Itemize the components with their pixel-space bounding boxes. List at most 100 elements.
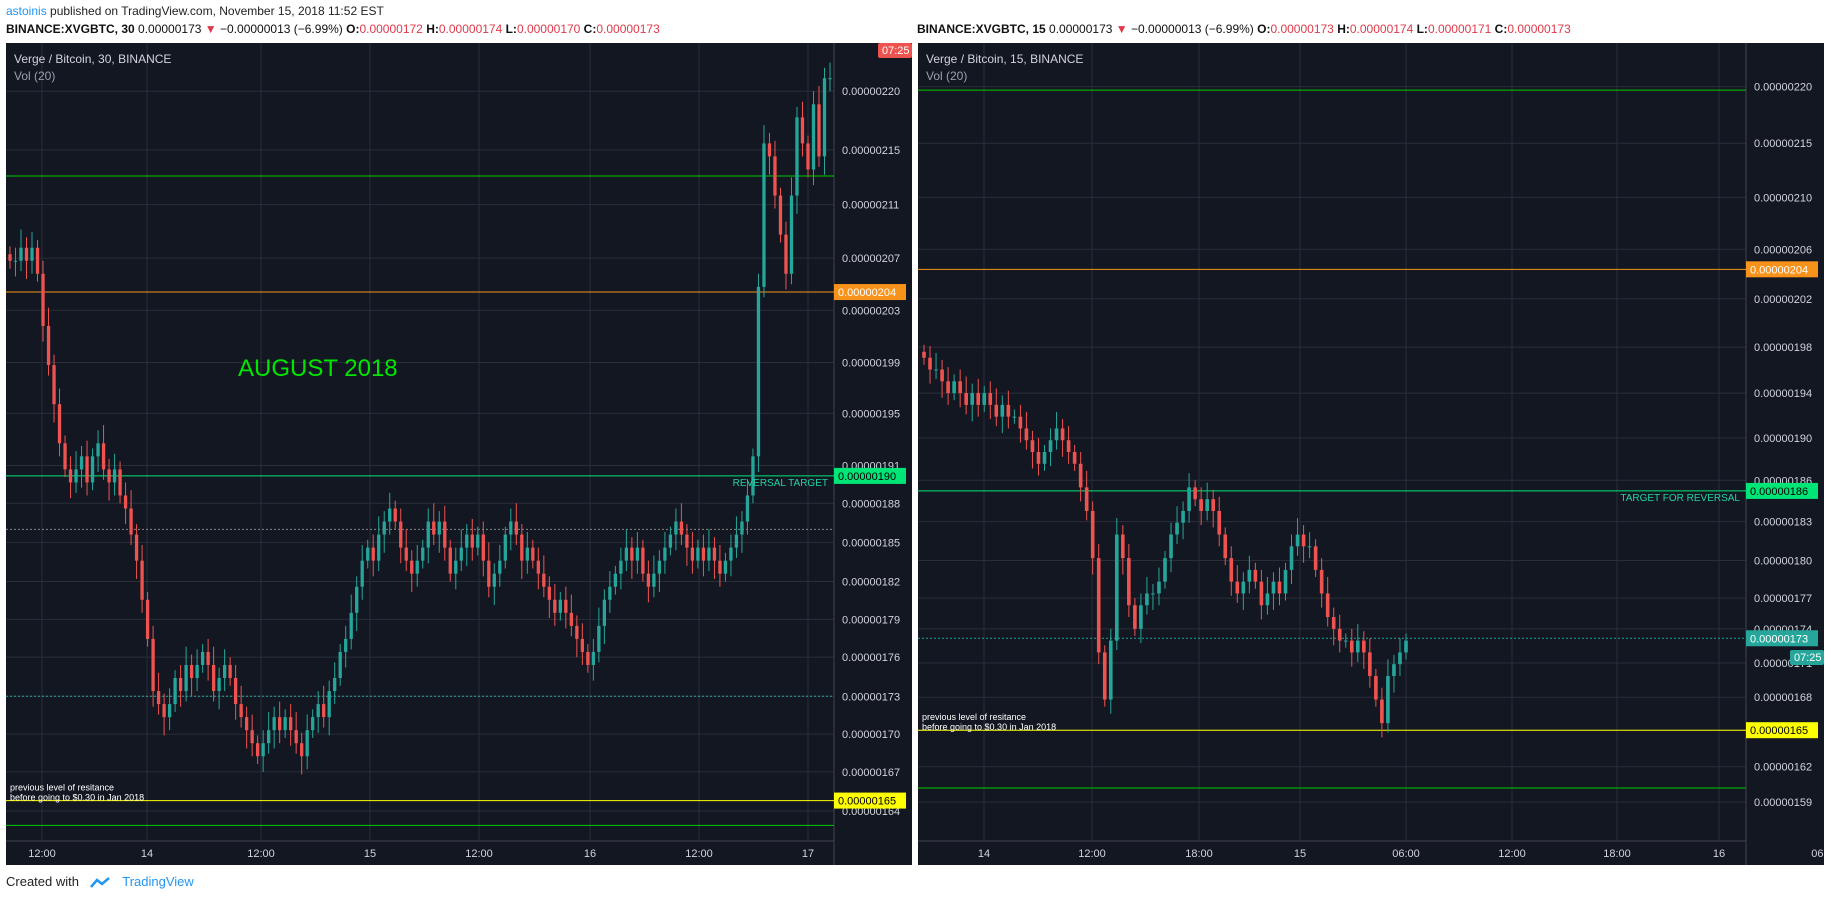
candle-body: [101, 443, 106, 470]
candle-body: [1072, 452, 1077, 464]
candle-body: [817, 104, 821, 157]
candle-body: [195, 664, 199, 679]
candle-body: [1024, 428, 1029, 441]
chart-svg-right[interactable]: 0.00000220 0.00000215 0.00000210 0.00000206…: [918, 43, 1824, 865]
y-tick-label: 0.00000198: [1754, 342, 1812, 354]
low-value: 0.00000170: [516, 22, 581, 36]
down-arrow-icon: ▼: [1115, 22, 1128, 36]
level-annotation: before going to $0.30 in Jan 2018: [922, 722, 1056, 732]
candle-body: [300, 743, 304, 757]
candle-body: [964, 393, 968, 405]
candle-body: [371, 547, 375, 561]
y-tick-label: 0.00000194: [1754, 388, 1812, 400]
y-tick-label: 0.00000179: [842, 614, 900, 626]
x-tick-label: 12:00: [28, 848, 56, 860]
candle-body: [393, 508, 397, 522]
candle-body: [976, 393, 981, 405]
candle-body: [1193, 487, 1197, 500]
x-tick-label: 15: [364, 848, 376, 860]
y-tick-label: 0.00000190: [1754, 433, 1812, 445]
candle-body: [586, 651, 590, 665]
candle-body: [940, 369, 944, 382]
candle-body: [96, 443, 100, 457]
price-tag-bg: [1746, 722, 1818, 739]
candle-body: [958, 381, 962, 394]
candle-body: [1151, 593, 1155, 595]
candle-body: [1325, 593, 1330, 618]
close-value: 0.00000173: [596, 22, 660, 36]
level-annotation: previous level of resitance: [922, 712, 1026, 722]
candle-body: [734, 534, 739, 548]
candle-body: [646, 573, 651, 587]
candle-body: [112, 469, 117, 483]
candle-body: [547, 586, 551, 600]
candle-body: [289, 717, 293, 731]
author-link[interactable]: astoinis: [6, 4, 47, 18]
x-tick-label: 14: [978, 848, 990, 860]
candle-body: [57, 404, 62, 444]
candle-body: [90, 456, 95, 483]
chart-svg-left[interactable]: 0.00000220 0.00000215 0.00000211 0.00000207…: [6, 43, 912, 865]
candle-body: [536, 560, 540, 574]
candle-body: [1404, 640, 1408, 653]
candle-body: [366, 547, 370, 561]
time-tag-label: 07:25: [1794, 652, 1822, 664]
candle-body: [1259, 581, 1264, 606]
candle-body: [1121, 534, 1125, 559]
price-tag-label: 0.00000204: [838, 287, 896, 299]
price-tag-label: 0.00000190: [838, 471, 896, 483]
candle-body: [679, 521, 684, 535]
candle-body: [1380, 699, 1384, 724]
publish-line: astoinis published on TradingView.com, N…: [6, 4, 384, 18]
candle-body: [1006, 404, 1011, 417]
candle-body: [322, 704, 326, 718]
y-tick-label: 0.00000180: [1754, 555, 1812, 567]
candle-body: [520, 534, 524, 561]
down-arrow-icon: ▼: [204, 22, 217, 36]
high-value: 0.00000174: [1349, 22, 1414, 36]
candle-body: [795, 117, 799, 196]
volume-indicator-label: Vol (20): [926, 69, 967, 83]
candle-body: [1355, 640, 1360, 653]
candle-body: [311, 717, 315, 731]
candle-body: [1199, 499, 1203, 511]
candle-body: [129, 508, 133, 535]
candle-body: [421, 547, 425, 561]
candle-body: [272, 717, 276, 731]
candle-body: [934, 369, 938, 371]
candle-body: [1084, 487, 1089, 511]
candle-body: [806, 143, 810, 170]
candle-body: [1000, 404, 1005, 417]
y-tick-label: 0.00000177: [1754, 593, 1812, 605]
candle-body: [674, 521, 678, 535]
candle-body: [745, 495, 750, 522]
tradingview-link[interactable]: TradingView: [122, 874, 194, 889]
candle-body: [729, 547, 733, 561]
candle-body: [338, 651, 342, 679]
candle-body: [448, 547, 452, 574]
chart-panel-left[interactable]: 0.00000220 0.00000215 0.00000211 0.00000207…: [6, 43, 912, 865]
candle-body: [492, 573, 496, 587]
candle-body: [278, 717, 282, 731]
candle-body: [740, 521, 744, 535]
candle-body: [415, 560, 419, 574]
publish-info: published on TradingView.com, November 1…: [46, 4, 384, 18]
chart-title: Verge / Bitcoin, 15, BINANCE: [926, 52, 1083, 66]
candle-body: [118, 469, 122, 496]
candle-body: [1349, 640, 1354, 653]
y-tick-label: 0.00000220: [1754, 82, 1812, 94]
candle-body: [553, 599, 557, 613]
tradingview-logo-icon: [89, 876, 110, 888]
candle-body: [399, 521, 403, 548]
symbol: BINANCE:XVGBTC, 30: [6, 22, 135, 36]
candle-body: [200, 651, 205, 665]
candle-body: [946, 381, 950, 394]
candle-body: [1181, 510, 1185, 523]
candle-body: [624, 547, 629, 561]
candle-body: [1307, 546, 1312, 548]
candle-body: [928, 357, 932, 370]
candle-body: [1048, 440, 1053, 453]
candle-body: [580, 638, 584, 652]
candle-body: [1368, 652, 1372, 676]
chart-panel-right[interactable]: 0.00000220 0.00000215 0.00000210 0.00000206…: [918, 43, 1824, 865]
